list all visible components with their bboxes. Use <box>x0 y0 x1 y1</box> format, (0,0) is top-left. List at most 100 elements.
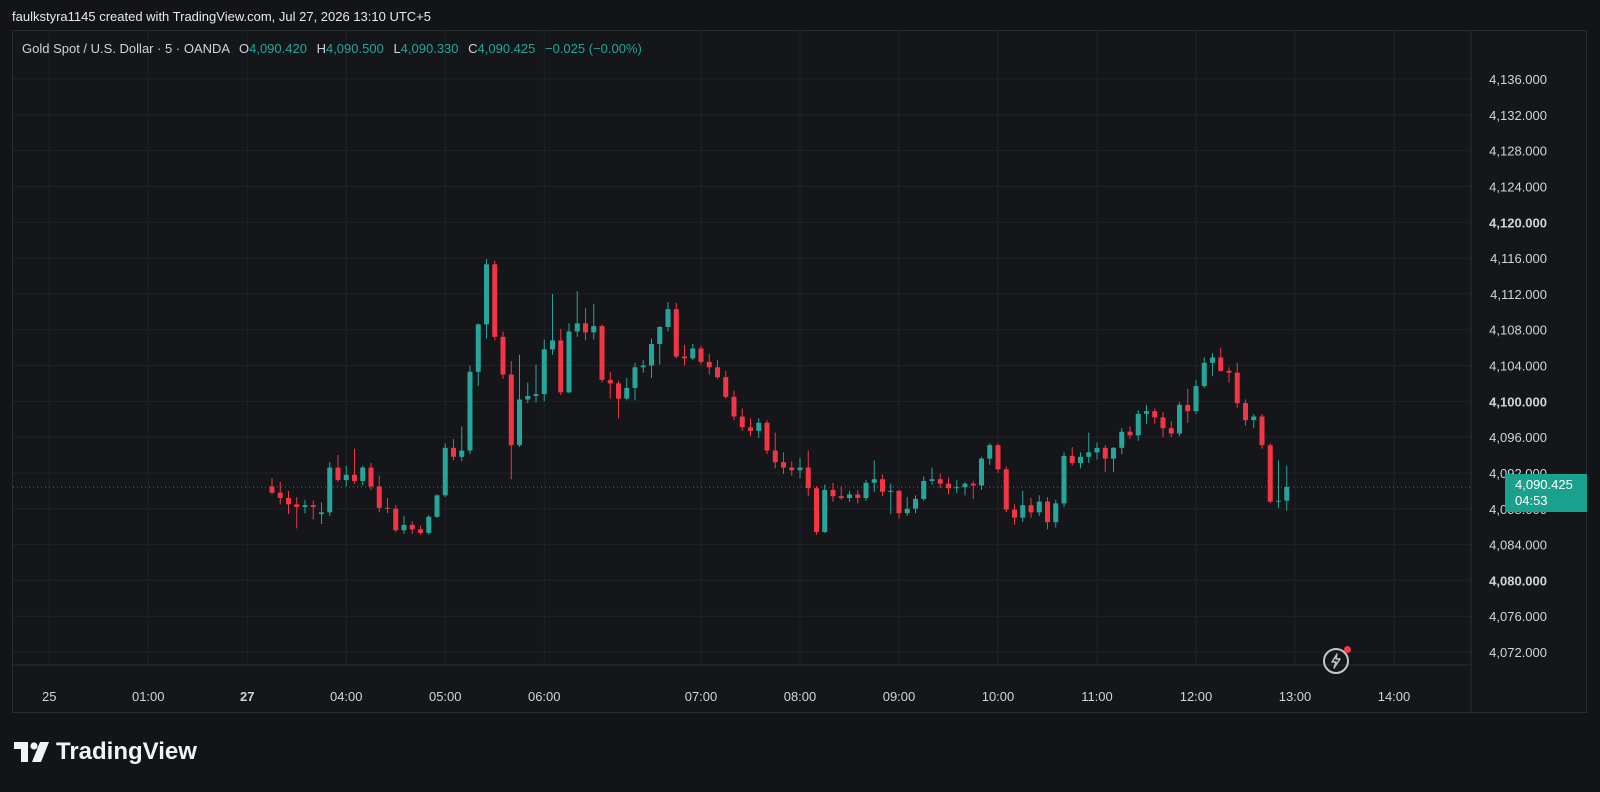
candle-body <box>962 483 968 488</box>
candle-body <box>442 447 448 496</box>
notification-dot <box>1344 646 1351 653</box>
candle-body <box>401 524 407 531</box>
candle-body <box>393 508 399 531</box>
candle-body <box>1036 501 1042 513</box>
candle-body <box>558 340 564 393</box>
candle-body <box>649 344 654 366</box>
y-tick-label: 4,080.000 <box>1489 573 1547 588</box>
candle-body <box>1078 456 1083 464</box>
candle-body <box>665 309 671 328</box>
candle-body <box>1218 357 1224 371</box>
candle-body <box>574 323 580 332</box>
x-tick-label: 01:00 <box>132 689 165 704</box>
candle-body <box>1069 455 1075 464</box>
candle-body <box>451 447 456 457</box>
candle-body <box>682 356 687 359</box>
last-price: 4,090.425 <box>1515 477 1573 492</box>
candle-body <box>1168 428 1174 434</box>
candle-body <box>624 387 630 399</box>
candle-body <box>607 379 613 384</box>
x-tick-label: 05:00 <box>429 689 462 704</box>
candle-body <box>904 508 910 514</box>
close-value: 4,090.425 <box>477 41 536 56</box>
x-tick-label: 25 <box>42 689 56 704</box>
x-tick-label: 27 <box>240 689 254 704</box>
y-tick-label: 4,104.000 <box>1489 359 1547 374</box>
candle-body <box>929 479 935 481</box>
candle-body <box>772 450 778 463</box>
x-tick-label: 10:00 <box>982 689 1015 704</box>
candle-body <box>715 367 720 378</box>
candle-body <box>987 445 993 459</box>
y-tick-label: 4,136.000 <box>1489 72 1547 87</box>
candle-body <box>1028 505 1034 513</box>
candle-body <box>1135 413 1141 436</box>
bar-countdown: 04:53 <box>1515 493 1548 508</box>
candle-body <box>599 326 605 380</box>
y-tick-label: 4,072.000 <box>1489 645 1547 660</box>
candle-body <box>830 489 836 497</box>
candle-body <box>838 496 844 499</box>
candle-body <box>1234 372 1240 404</box>
candle-body <box>921 480 927 499</box>
low-label: L <box>393 41 401 56</box>
high-value: 4,090.500 <box>325 41 384 56</box>
symbol-name[interactable]: Gold Spot / U.S. Dollar · 5 · OANDA <box>22 41 230 56</box>
candle-body <box>475 324 481 372</box>
x-tick-label: 12:00 <box>1180 689 1213 704</box>
candle-body <box>583 323 588 333</box>
candle-body <box>1185 404 1191 412</box>
x-tick-label: 13:00 <box>1279 689 1312 704</box>
candle-body <box>550 340 555 350</box>
candle-body <box>1284 487 1290 501</box>
candle-body <box>1053 503 1059 523</box>
candle-body <box>995 445 1001 470</box>
x-tick-label: 14:00 <box>1378 689 1411 704</box>
candle-body <box>1193 386 1199 412</box>
candle-body <box>409 524 415 530</box>
candle-body <box>739 416 745 428</box>
candle-body <box>954 487 960 489</box>
candle-body <box>517 399 522 446</box>
candle-body <box>979 458 984 486</box>
candle-body <box>1127 431 1133 436</box>
candle-body <box>492 264 498 337</box>
candle-body <box>756 422 762 431</box>
y-tick-label: 4,128.000 <box>1489 144 1547 159</box>
candle-body <box>327 467 333 513</box>
candle-body <box>426 516 432 533</box>
brand-name: TradingView <box>56 738 197 765</box>
creator-line: faulkstyra1145 created with TradingView.… <box>12 9 432 24</box>
candle-body <box>1086 452 1092 457</box>
y-tick-label: 4,112.000 <box>1490 287 1547 302</box>
candle-body <box>690 348 696 359</box>
candle-body <box>1094 447 1100 453</box>
x-tick-label: 11:00 <box>1081 689 1113 704</box>
open-label: O <box>238 41 250 56</box>
symbol-legend: Gold Spot / U.S. Dollar · 5 · OANDA O4,0… <box>22 41 642 56</box>
candle-body <box>525 395 531 400</box>
candle-body <box>970 483 976 486</box>
candle-body <box>286 498 291 505</box>
high-label: H <box>316 41 326 56</box>
y-tick-label: 4,100.000 <box>1489 394 1547 409</box>
candle-body <box>1111 447 1116 459</box>
candle-body <box>731 396 737 417</box>
candle-body <box>343 474 349 481</box>
candle-body <box>566 331 572 393</box>
y-tick-label: 4,124.000 <box>1489 179 1547 194</box>
candle-body <box>896 490 902 514</box>
y-tick-label: 4,084.000 <box>1489 538 1547 553</box>
candle-body <box>467 371 473 451</box>
tradingview-logo[interactable]: TradingView <box>14 738 197 766</box>
x-tick-label: 07:00 <box>685 689 718 704</box>
candle-body <box>1045 501 1050 523</box>
candle-body <box>764 422 770 451</box>
candle-body <box>277 492 283 499</box>
candle-body <box>541 349 547 395</box>
low-value: 4,090.330 <box>400 41 459 56</box>
open-value: 4,090.420 <box>249 41 307 56</box>
candle-body <box>1243 403 1248 421</box>
lightning-icon[interactable] <box>1323 646 1351 674</box>
